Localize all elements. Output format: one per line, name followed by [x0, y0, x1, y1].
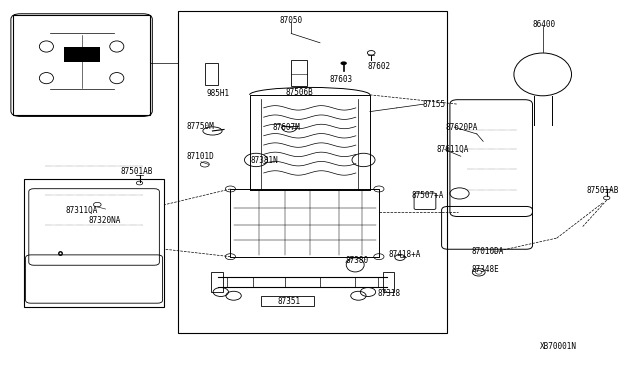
Text: 87603: 87603 [330, 75, 353, 84]
Text: 87381N: 87381N [250, 156, 278, 165]
Text: 86400: 86400 [532, 20, 556, 29]
Text: 87501AB: 87501AB [587, 186, 619, 195]
Text: 87318: 87318 [378, 289, 401, 298]
Text: 87348E: 87348E [471, 265, 499, 274]
Bar [64, 46, 100, 62]
Bar [261, 296, 314, 306]
Text: 87311QA: 87311QA [66, 206, 98, 215]
Text: 87050: 87050 [280, 16, 303, 25]
Text: 87506B: 87506B [285, 88, 314, 97]
Text: 87750M: 87750M [186, 122, 214, 131]
Text: 87607M: 87607M [272, 123, 300, 132]
Bar [13, 15, 150, 115]
Text: 87101D: 87101D [186, 153, 214, 161]
Text: 87155: 87155 [422, 100, 445, 109]
Text: 87602: 87602 [367, 62, 390, 71]
Text: 87507+A: 87507+A [412, 191, 444, 200]
Text: 87418+A: 87418+A [388, 250, 420, 259]
Text: 87501AB: 87501AB [120, 167, 152, 176]
Text: 87010DA: 87010DA [472, 247, 504, 256]
Text: 87620PA: 87620PA [446, 123, 478, 132]
Bar [291, 60, 307, 86]
Text: 87320NA: 87320NA [88, 216, 120, 225]
Bar [383, 272, 394, 292]
Text: 985H1: 985H1 [206, 89, 229, 98]
Text: 87611QA: 87611QA [437, 145, 469, 154]
Bar [211, 272, 223, 292]
Text: XB70001N: XB70001N [540, 342, 577, 351]
Text: 87380: 87380 [346, 256, 369, 265]
Circle shape [340, 61, 347, 65]
Bar [205, 63, 218, 85]
Bar [24, 179, 164, 307]
Bar [178, 11, 447, 333]
Text: 87351: 87351 [278, 297, 301, 306]
